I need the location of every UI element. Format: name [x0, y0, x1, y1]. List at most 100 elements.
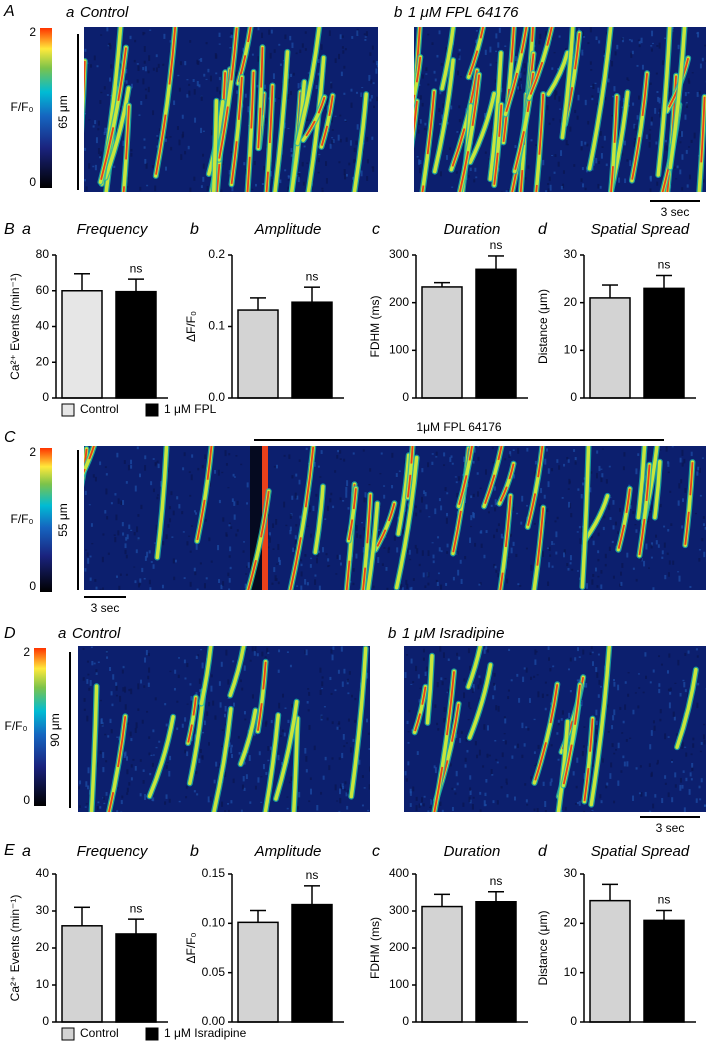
noise — [574, 459, 577, 465]
streak — [292, 716, 300, 812]
noise — [155, 746, 158, 749]
noise — [173, 687, 176, 691]
noise — [310, 788, 313, 795]
noise — [474, 542, 477, 547]
noise — [143, 146, 146, 149]
noise — [178, 800, 181, 803]
noise — [541, 551, 544, 558]
noise — [478, 583, 481, 586]
noise — [650, 771, 653, 777]
panel-letter: d — [538, 843, 548, 860]
streak — [247, 491, 270, 590]
noise — [605, 785, 608, 789]
noise — [445, 582, 448, 586]
noise — [350, 102, 353, 108]
noise — [295, 52, 298, 55]
noise — [130, 465, 133, 469]
noise — [368, 484, 371, 486]
noise — [228, 577, 231, 583]
noise — [195, 543, 198, 550]
noise — [83, 698, 86, 702]
y-tick-label: 30 — [564, 247, 578, 261]
noise — [561, 710, 564, 715]
noise — [155, 67, 158, 73]
noise — [615, 748, 618, 751]
noise — [691, 766, 694, 771]
kymo-bg — [84, 446, 706, 590]
noise — [407, 742, 410, 744]
noise — [209, 75, 212, 82]
noise — [659, 449, 662, 451]
noise — [358, 759, 361, 765]
streak — [631, 73, 648, 181]
noise — [152, 564, 155, 569]
noise — [643, 560, 646, 567]
noise — [425, 73, 428, 75]
noise — [249, 659, 252, 662]
noise — [608, 505, 611, 510]
streak — [499, 495, 512, 590]
noise — [150, 481, 153, 486]
noise — [218, 499, 221, 504]
noise — [431, 542, 434, 544]
noise — [473, 179, 476, 183]
noise — [600, 685, 603, 688]
noise — [703, 740, 706, 745]
noise — [524, 783, 527, 786]
noise — [440, 550, 443, 553]
noise — [221, 745, 224, 747]
y-tick-label: 100 — [389, 343, 409, 357]
noise — [535, 650, 538, 653]
noise — [688, 80, 691, 84]
streak — [108, 716, 127, 812]
streak — [698, 96, 706, 192]
noise — [645, 543, 648, 550]
noise — [549, 781, 552, 786]
noise — [568, 668, 571, 671]
noise — [129, 35, 132, 40]
noise — [669, 490, 672, 493]
noise — [368, 74, 371, 81]
noise — [128, 688, 131, 692]
noise — [623, 140, 626, 146]
noise — [691, 762, 694, 768]
noise — [363, 497, 366, 503]
noise — [117, 498, 120, 504]
streak — [609, 90, 630, 192]
noise — [598, 679, 601, 685]
colorbar-tick-label: 0 — [29, 579, 36, 593]
noise — [202, 163, 205, 169]
noise — [595, 36, 598, 40]
noise — [475, 176, 478, 179]
noise — [446, 492, 449, 495]
streak — [257, 47, 264, 149]
noise — [704, 60, 706, 62]
noise — [181, 511, 184, 515]
noise — [186, 751, 189, 757]
noise — [82, 677, 85, 681]
noise — [684, 746, 687, 748]
noise — [555, 90, 558, 96]
noise — [354, 697, 357, 701]
chart-title: Frequency — [77, 843, 149, 860]
noise — [699, 798, 702, 801]
noise — [410, 658, 413, 664]
noise — [548, 546, 551, 551]
noise — [253, 160, 256, 166]
noise — [346, 528, 349, 533]
streak — [99, 47, 127, 183]
noise — [298, 171, 301, 174]
noise — [260, 776, 263, 778]
noise — [270, 29, 273, 34]
noise — [692, 743, 695, 748]
noise — [149, 29, 152, 31]
noise — [540, 488, 543, 494]
noise — [590, 69, 593, 71]
noise — [576, 801, 579, 804]
noise — [308, 724, 311, 730]
noise — [92, 474, 95, 478]
noise — [595, 472, 598, 479]
noise — [601, 473, 604, 478]
noise — [410, 683, 413, 685]
noise — [107, 552, 110, 555]
